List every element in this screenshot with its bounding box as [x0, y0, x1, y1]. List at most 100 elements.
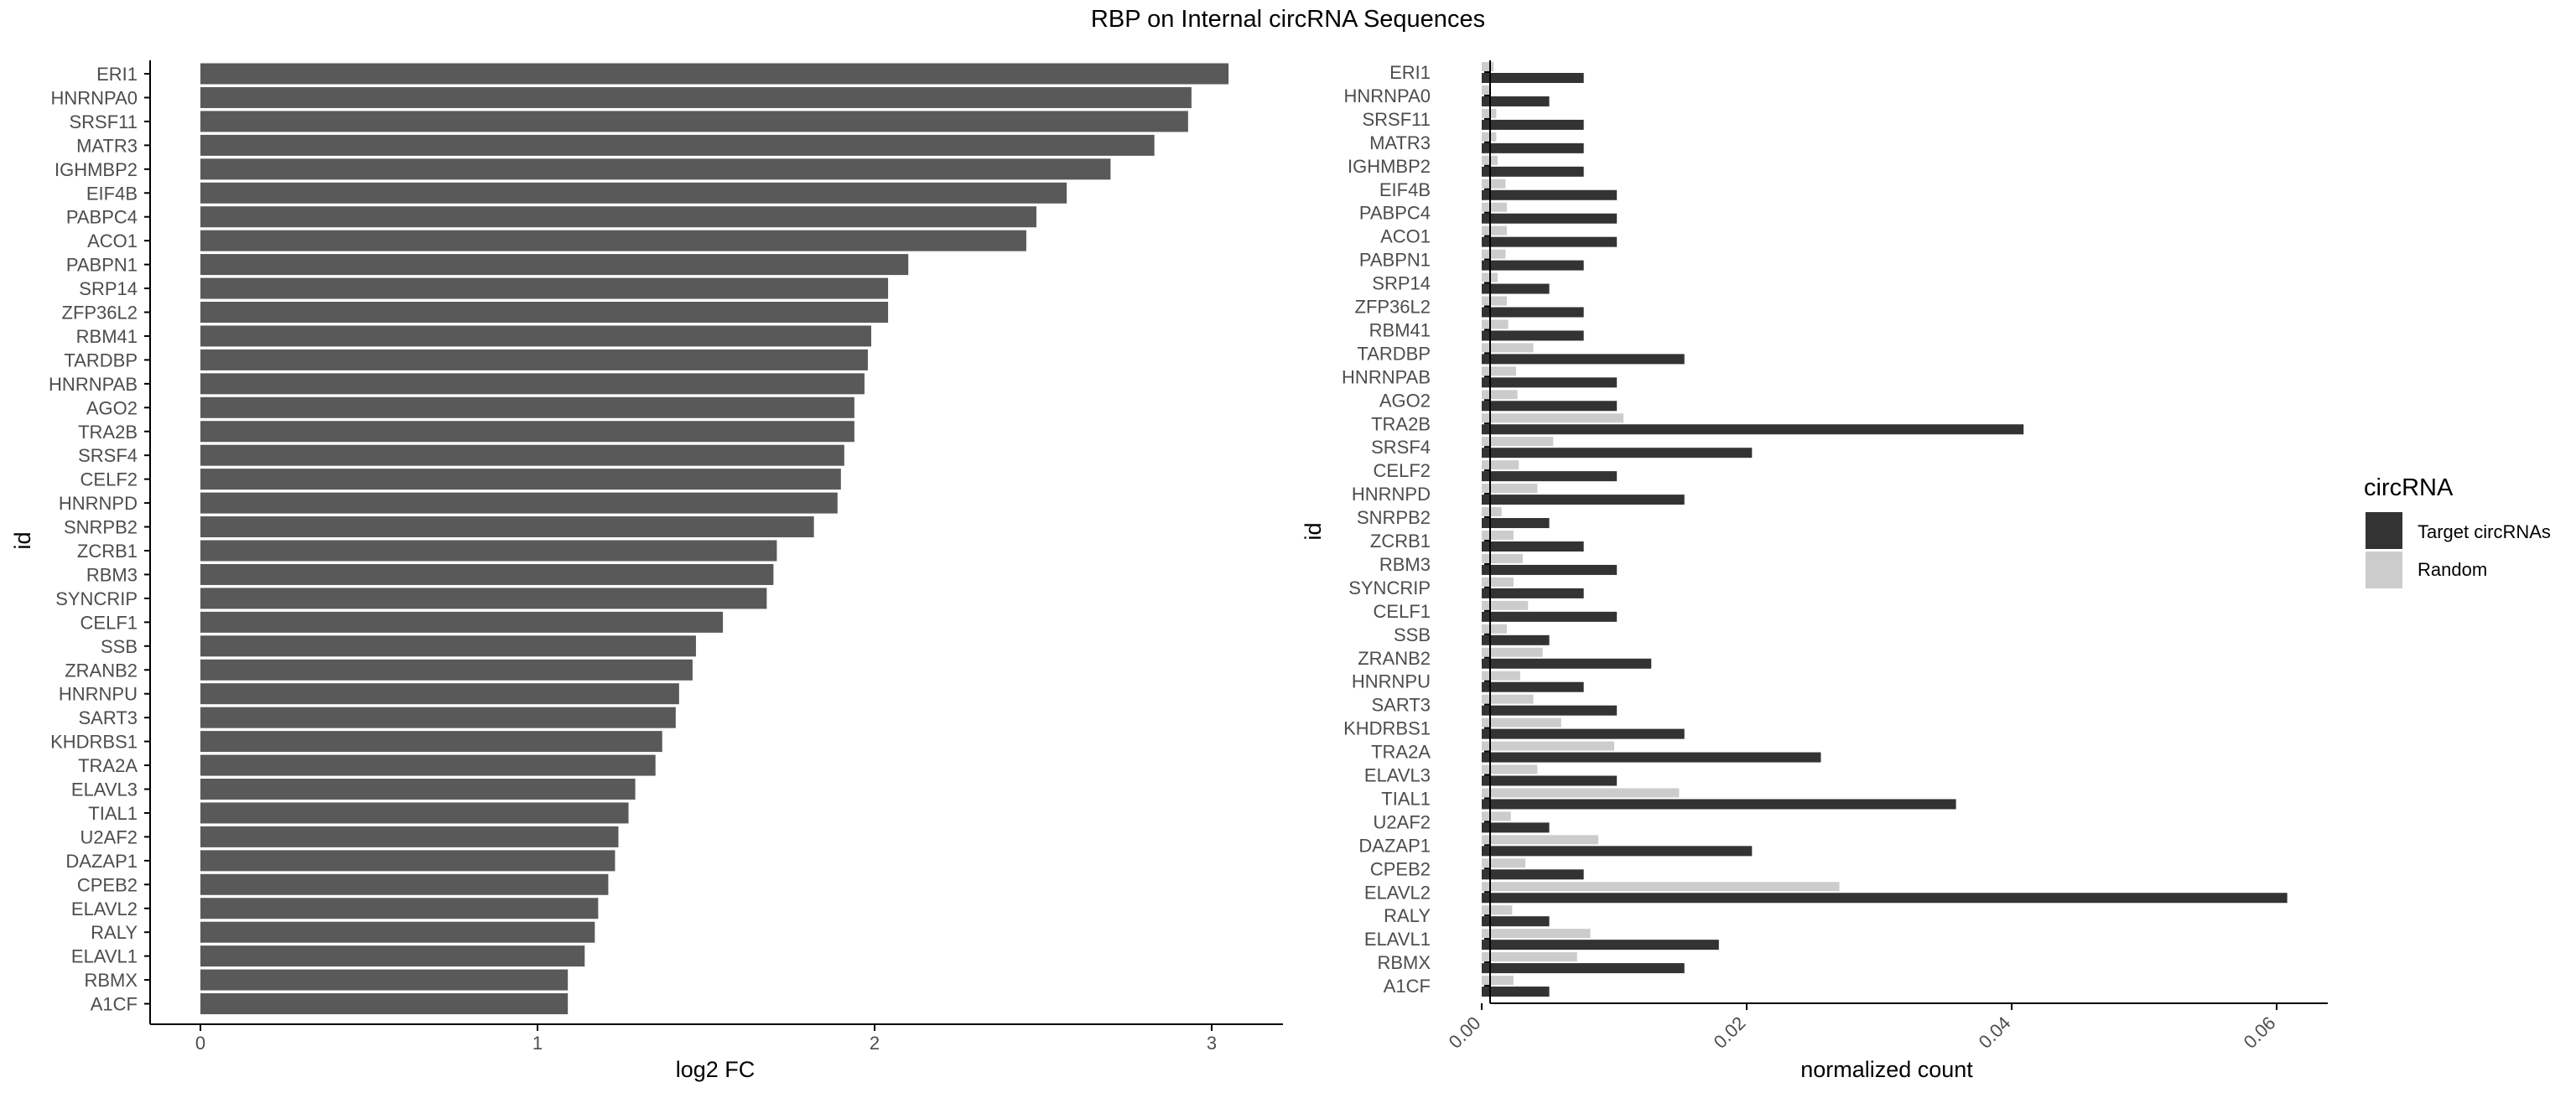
bar-tial1 — [200, 802, 629, 824]
bar-rbm41 — [200, 325, 871, 347]
bar-target-celf2 — [1482, 471, 1618, 482]
bar-random-tra2a — [1482, 741, 1614, 751]
y-tick-label: EIF4B — [1379, 179, 1431, 200]
bar-target-eif4b — [1482, 189, 1618, 200]
bar-random-eri1 — [1482, 62, 1494, 71]
y-tick-label: U2AF2 — [1374, 811, 1431, 832]
bar-rbm3 — [200, 563, 774, 585]
right-x-ticks: 0.00 0.02 0.04 0.06 — [1445, 1003, 2280, 1053]
bar-target-matr3 — [1482, 142, 1584, 153]
right-bars-group — [1482, 62, 2288, 997]
y-tick-label: ZFP36L2 — [1355, 297, 1431, 318]
bar-target-snrpb2 — [1482, 518, 1550, 529]
y-tick-label: CPEB2 — [1370, 858, 1431, 879]
bar-random-tial1 — [1482, 788, 1680, 798]
bar-random-elavl1 — [1482, 929, 1591, 939]
y-tick-label: PABPN1 — [1359, 250, 1431, 271]
bar-target-ago2 — [1482, 401, 1618, 412]
bar-target-dazap1 — [1482, 846, 1753, 857]
bar-zcrb1 — [200, 540, 777, 562]
legend-key-target — [2366, 512, 2402, 549]
bar-khdrbs1 — [200, 731, 662, 753]
bar-u2af2 — [200, 826, 619, 847]
bar-random-ago2 — [1482, 390, 1518, 400]
bar-target-cpeb2 — [1482, 869, 1584, 880]
bar-pabpn1 — [200, 254, 909, 276]
y-tick-label: SART3 — [78, 707, 138, 728]
bar-random-tardbp — [1482, 343, 1534, 353]
x-tick-label: 0.00 — [1445, 1013, 1485, 1053]
y-tick-label: ERI1 — [96, 64, 138, 85]
left-bars-group — [200, 63, 1229, 1015]
left-x-axis-title: log2 FC — [676, 1057, 756, 1082]
y-tick-label: KHDRBS1 — [1343, 718, 1431, 739]
bar-dazap1 — [200, 850, 615, 872]
bar-random-hnrnpd — [1482, 484, 1538, 494]
bar-target-ighmbp2 — [1482, 166, 1584, 177]
y-tick-label: ELAVL3 — [71, 779, 138, 800]
y-tick-label: AGO2 — [1379, 390, 1431, 411]
bar-random-aco1 — [1482, 225, 1508, 236]
y-tick-label: ELAVL2 — [1364, 882, 1431, 903]
bar-eri1 — [200, 63, 1229, 85]
bar-random-dazap1 — [1482, 835, 1599, 845]
bar-random-sart3 — [1482, 694, 1534, 704]
bar-random-rbm41 — [1482, 319, 1509, 329]
y-tick-label: HNRNPU — [1352, 671, 1431, 692]
bar-target-srsf4 — [1482, 448, 1753, 458]
bar-target-khdrbs1 — [1482, 728, 1685, 739]
bar-target-zranb2 — [1482, 658, 1652, 669]
bar-aco1 — [200, 230, 1026, 251]
bar-target-zcrb1 — [1482, 541, 1584, 552]
y-tick-label: RBM41 — [1369, 319, 1431, 340]
bar-random-snrpb2 — [1482, 507, 1502, 517]
y-tick-label: TRA2B — [78, 422, 138, 443]
bar-elavl2 — [200, 898, 599, 919]
bar-random-zfp36l2 — [1482, 296, 1508, 306]
bar-rbmx — [200, 969, 569, 991]
bar-tra2a — [200, 754, 656, 776]
chart-title: RBP on Internal circRNA Sequences — [1091, 6, 1485, 33]
y-tick-label: ELAVL2 — [71, 899, 138, 919]
bar-snrpb2 — [200, 516, 814, 538]
bar-target-pabpn1 — [1482, 260, 1584, 271]
bar-target-raly — [1482, 916, 1550, 927]
y-tick-label: ZFP36L2 — [62, 303, 138, 324]
y-tick-label: TRA2A — [1371, 742, 1431, 763]
legend-key-random — [2366, 552, 2402, 588]
y-tick-label: PABPC4 — [1359, 203, 1431, 224]
y-tick-label: IGHMBP2 — [1348, 156, 1431, 177]
bar-random-hnrnpab — [1482, 366, 1517, 376]
y-tick-label: HNRNPD — [59, 493, 138, 514]
bar-random-khdrbs1 — [1482, 717, 1561, 728]
bar-target-celf1 — [1482, 611, 1618, 622]
y-tick-label: AGO2 — [86, 397, 138, 418]
x-tick-label: 0.06 — [2240, 1013, 2280, 1053]
bar-random-raly — [1482, 905, 1513, 915]
bar-target-tial1 — [1482, 799, 1956, 810]
bar-srp14 — [200, 277, 889, 299]
x-tick-label: 0.04 — [1975, 1013, 2015, 1053]
bar-random-celf1 — [1482, 600, 1529, 610]
left-x-ticks: 0 1 2 3 — [195, 1024, 1217, 1054]
bar-zranb2 — [200, 659, 693, 681]
y-tick-label: HNRNPU — [59, 684, 138, 705]
x-tick-label: 0.02 — [1710, 1013, 1750, 1053]
y-tick-label: SRSF4 — [1371, 437, 1431, 458]
y-tick-label: HNRNPAB — [1342, 366, 1431, 387]
bar-eif4b — [200, 182, 1067, 204]
y-tick-label: PABPC4 — [66, 207, 138, 228]
y-tick-label: HNRNPA0 — [50, 87, 138, 108]
bar-random-hnrnpu — [1482, 671, 1520, 681]
y-tick-label: ELAVL3 — [1364, 765, 1431, 786]
bar-celf2 — [200, 469, 841, 490]
x-tick-label: 2 — [870, 1033, 880, 1054]
bar-target-aco1 — [1482, 236, 1618, 247]
bar-syncrip — [200, 588, 767, 609]
bar-pabpc4 — [200, 206, 1036, 228]
bar-srsf11 — [200, 111, 1188, 132]
bar-matr3 — [200, 134, 1155, 156]
